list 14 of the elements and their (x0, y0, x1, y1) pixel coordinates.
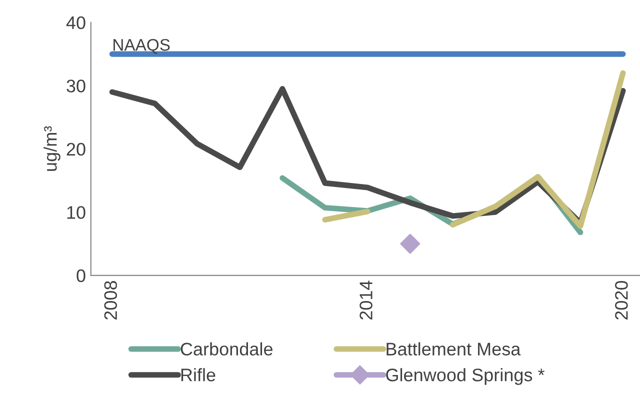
ref-line-label: NAAQS (114, 38, 170, 54)
legend-label: Rifle (181, 368, 216, 382)
y-tick-label: 0 (76, 269, 86, 282)
x-tick-label: 2014 (360, 280, 372, 320)
x-tick-label: 2020 (615, 280, 628, 320)
legend-label: Battlement Mesa (386, 342, 521, 356)
legend-label: Carbondale (180, 342, 272, 356)
y-tick-label: 10 (67, 206, 86, 219)
y-tick-label: 40 (66, 16, 86, 30)
legend-label: Glenwood Springs * (386, 368, 545, 385)
y-tick-label: 30 (66, 80, 86, 92)
x-tick-label: 2008 (104, 281, 118, 320)
y-tick-label: 20 (66, 142, 86, 156)
y-axis-title: ug/m³ (44, 126, 60, 171)
